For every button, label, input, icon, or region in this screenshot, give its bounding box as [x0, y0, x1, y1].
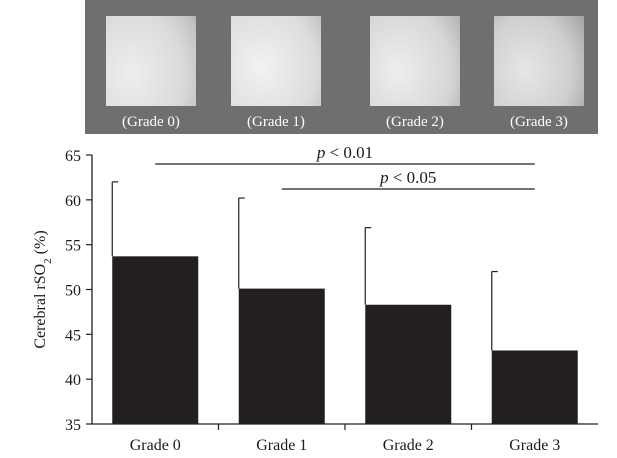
x-tick-label-0: Grade 0: [130, 437, 181, 454]
significance-label-0: p < 0.01: [316, 143, 373, 162]
radiograph-grade-0: [106, 16, 196, 106]
y-tick-label: 50: [65, 283, 81, 300]
y-axis-label: Cerebral rSO2 (%): [32, 230, 54, 348]
radiograph-label-grade-0: (Grade 0): [122, 114, 180, 130]
bar-0: [112, 256, 199, 424]
y-tick-label: 35: [65, 417, 81, 434]
x-tick-label-2: Grade 2: [383, 437, 434, 454]
bar-2: [365, 304, 452, 424]
radiograph-grade-2: [370, 16, 460, 106]
radiograph-image-panel: (Grade 0) (Grade 1) (Grade 2) (Grade 3): [85, 0, 598, 134]
radiograph-label-grade-2: (Grade 2): [386, 114, 444, 130]
bar-1: [238, 288, 325, 424]
radiograph-grade-3: [494, 16, 584, 106]
significance-label-1: p < 0.05: [379, 168, 436, 187]
radiograph-grade-1: [231, 16, 321, 106]
y-tick-label: 60: [65, 193, 81, 210]
y-tick-label: 65: [65, 148, 81, 165]
radiograph-label-grade-3: (Grade 3): [510, 114, 568, 130]
x-tick-label-3: Grade 3: [509, 437, 560, 454]
y-tick-label: 55: [65, 238, 81, 255]
y-tick-label: 45: [65, 327, 81, 344]
x-tick-label-1: Grade 1: [256, 437, 307, 454]
y-tick-label: 40: [65, 372, 81, 389]
radiograph-label-grade-1: (Grade 1): [247, 114, 305, 130]
bar-3: [491, 350, 578, 424]
